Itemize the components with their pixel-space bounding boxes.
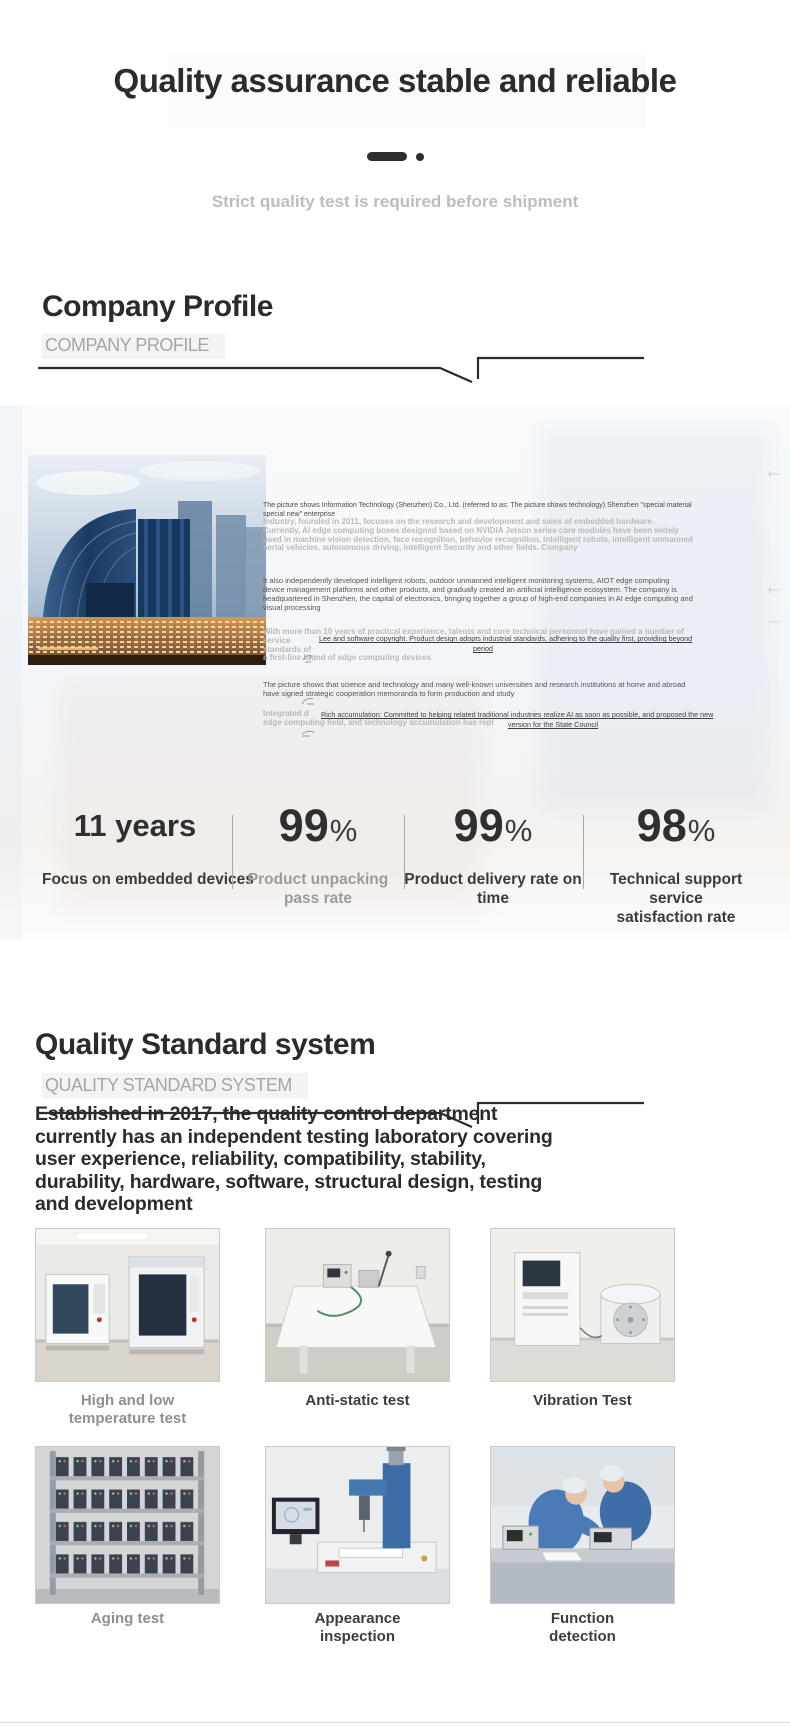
quality-standard-subheading-wrap: QUALITY STANDARD SYSTEM [42,1073,308,1099]
caption-aging-test: Aging test [90,1610,165,1627]
title-divider [0,152,790,161]
stat-unit-text: % [504,813,533,848]
experience-overlay-center-text: period [473,644,493,653]
stat-value-text: 99 [453,800,504,851]
profile-integration-block: Integrated d edge computing field, and t… [263,709,713,736]
inspection-machine-illustration [266,1447,449,1603]
integration-overlay-text: Rich accumulation: Committed to helping … [321,710,714,719]
temperature-chamber-illustration [36,1229,219,1381]
hero-subtitle: Strict quality test is required before s… [211,192,579,211]
stat-delivery-label: Product delivery rate on time [404,871,582,907]
experience-gray-text: With more than 10 years of practical exp… [263,627,684,663]
company-profile-subheading-wrap: COMPANY PROFILE [42,333,225,359]
broken-image-icon [302,655,313,663]
stat-years-label: Focus on embedded devices [42,871,254,888]
stat-divider [404,815,405,889]
photo-anti-static-test [265,1228,450,1382]
profile-cooperation-paragraph: The picture shows that science and techn… [263,680,686,698]
company-building-photo [28,455,266,665]
heading-decoration-line [38,1101,644,1129]
quality-standard-subheading: QUALITY STANDARD SYSTEM [42,1073,308,1099]
photo-aging-test [35,1446,220,1604]
stat-unit-text: % [687,813,716,848]
hero-background-band [168,54,646,128]
photo-vibration-test [490,1228,675,1382]
caption-anti-static-test: Anti-static test [305,1392,410,1409]
caption-high-low-temperature-test: High and low temperature test [68,1392,187,1427]
section-bottom-divider [0,1722,790,1723]
broken-image-icon [301,730,315,737]
background-watermark [540,430,770,810]
stat-satisfaction-value: 98% [583,800,769,852]
heading-decoration-line [38,356,644,384]
broken-image-icon [768,470,779,478]
broken-image-icon [768,586,779,594]
vibration-machine-illustration [491,1229,674,1381]
stat-delivery-rate: 99% Product delivery rate on time [400,800,586,908]
quality-standard-description: Established in 2017, the quality control… [35,1103,553,1215]
stat-unpacking-rate: 99% Product unpacking pass rate [225,800,411,908]
page-title: Quality assurance stable and reliable [113,62,677,99]
building-photo-illustration [28,455,266,665]
photo-function-detection [490,1446,675,1604]
profile-products-paragraph: It also independently developed intellig… [263,576,693,612]
broken-image-icon [769,621,779,623]
photo-high-low-temperature-test [35,1228,220,1382]
stat-divider [583,815,584,889]
quality-standard-heading: Quality Standard system [35,1028,376,1061]
caption-appearance-inspection: Appearance inspection [314,1610,401,1645]
stat-value-text: 98 [636,800,687,851]
stat-delivery-value: 99% [400,800,586,852]
company-profile-text-column: The picture shows Information Technology… [263,500,713,750]
function-detection-illustration [491,1447,674,1603]
divider-dot [415,152,424,161]
profile-intro-paragraph: The picture shows Information Technology… [263,502,692,518]
photo-appearance-inspection [265,1446,450,1604]
integration-gray-text: Integrated d edge computing field, and t… [263,709,494,727]
broken-image-icon [301,698,314,705]
profile-experience-block: With more than 10 years of practical exp… [263,627,693,663]
profile-history-paragraph: Industry, founded in 2011, focuses on th… [263,517,693,553]
stat-years: 11 years Focus on embedded devices [42,800,254,889]
stat-value-text: 11 years [73,808,197,843]
stat-unit-text: % [329,813,358,848]
background-watermark [60,680,480,910]
divider-dash [366,152,407,161]
experience-overlay-text: Lee and software copyright. Product desi… [319,634,693,643]
aging-rack-illustration [36,1447,219,1603]
company-profile-subheading: COMPANY PROFILE [42,333,225,359]
stat-unpacking-value: 99% [225,800,411,852]
integration-overlay-center-text: version for the State Council [507,720,599,729]
company-profile-heading: Company Profile [42,290,273,323]
stat-years-value: 11 years [42,800,228,852]
caption-vibration-test: Vibration Test [533,1392,632,1409]
stat-divider [232,815,233,889]
stat-unpacking-label: Product unpacking pass rate [247,871,389,907]
anti-static-bench-illustration [266,1229,449,1381]
stat-satisfaction-label: Technical support service satisfaction r… [609,871,743,926]
stat-value-text: 99 [278,800,329,851]
stat-satisfaction-rate: 98% Technical support service satisfacti… [583,800,769,927]
caption-function-detection: Function detection [549,1610,616,1645]
